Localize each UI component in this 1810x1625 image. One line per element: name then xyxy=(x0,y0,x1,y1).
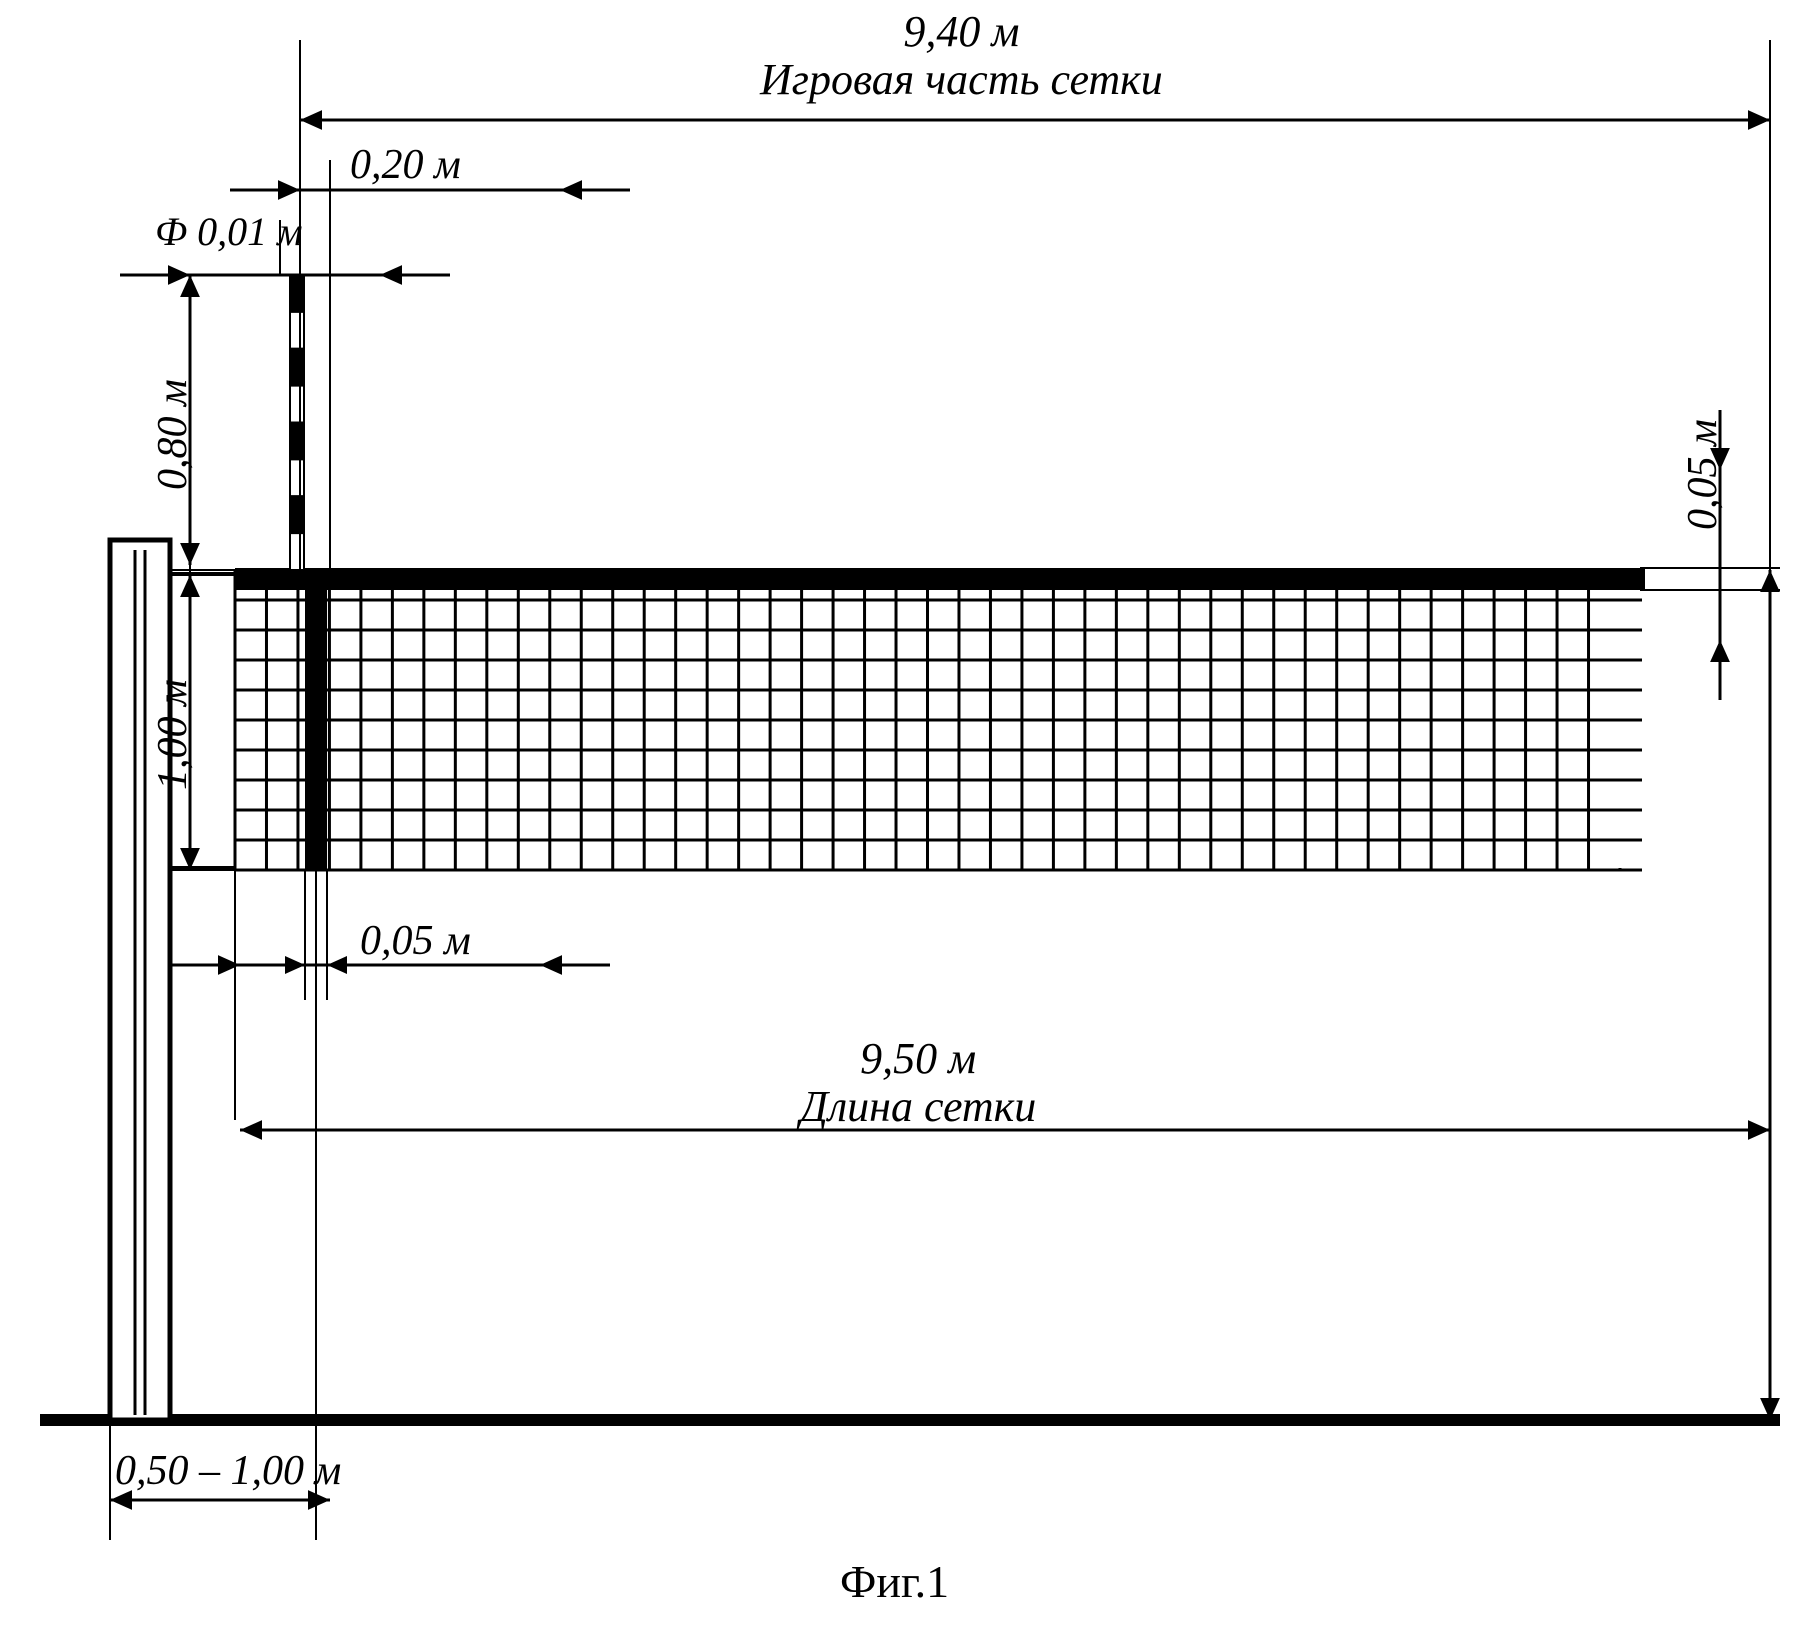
dim-080: 0,80 м xyxy=(150,379,196,490)
dim-100: 1,00 м xyxy=(150,679,196,790)
figure-canvas: 9,40 м Игровая часть сетки 0,20 м Ф 0,01… xyxy=(0,0,1810,1625)
figure-caption: Фиг.1 xyxy=(840,1555,949,1608)
dim-050-100: 0,50 – 1,00 м xyxy=(115,1448,341,1494)
dim-phi: Ф 0,01 м xyxy=(155,210,303,254)
dim-950: 9,50 м Длина сетки xyxy=(800,1035,1036,1132)
dim-020: 0,20 м xyxy=(350,142,461,188)
dim-005-top: 0,05 м xyxy=(1680,419,1726,530)
dim-005-bottom: 0,05 м xyxy=(360,918,471,964)
dim-940: 9,40 м Игровая часть сетки xyxy=(760,8,1163,105)
